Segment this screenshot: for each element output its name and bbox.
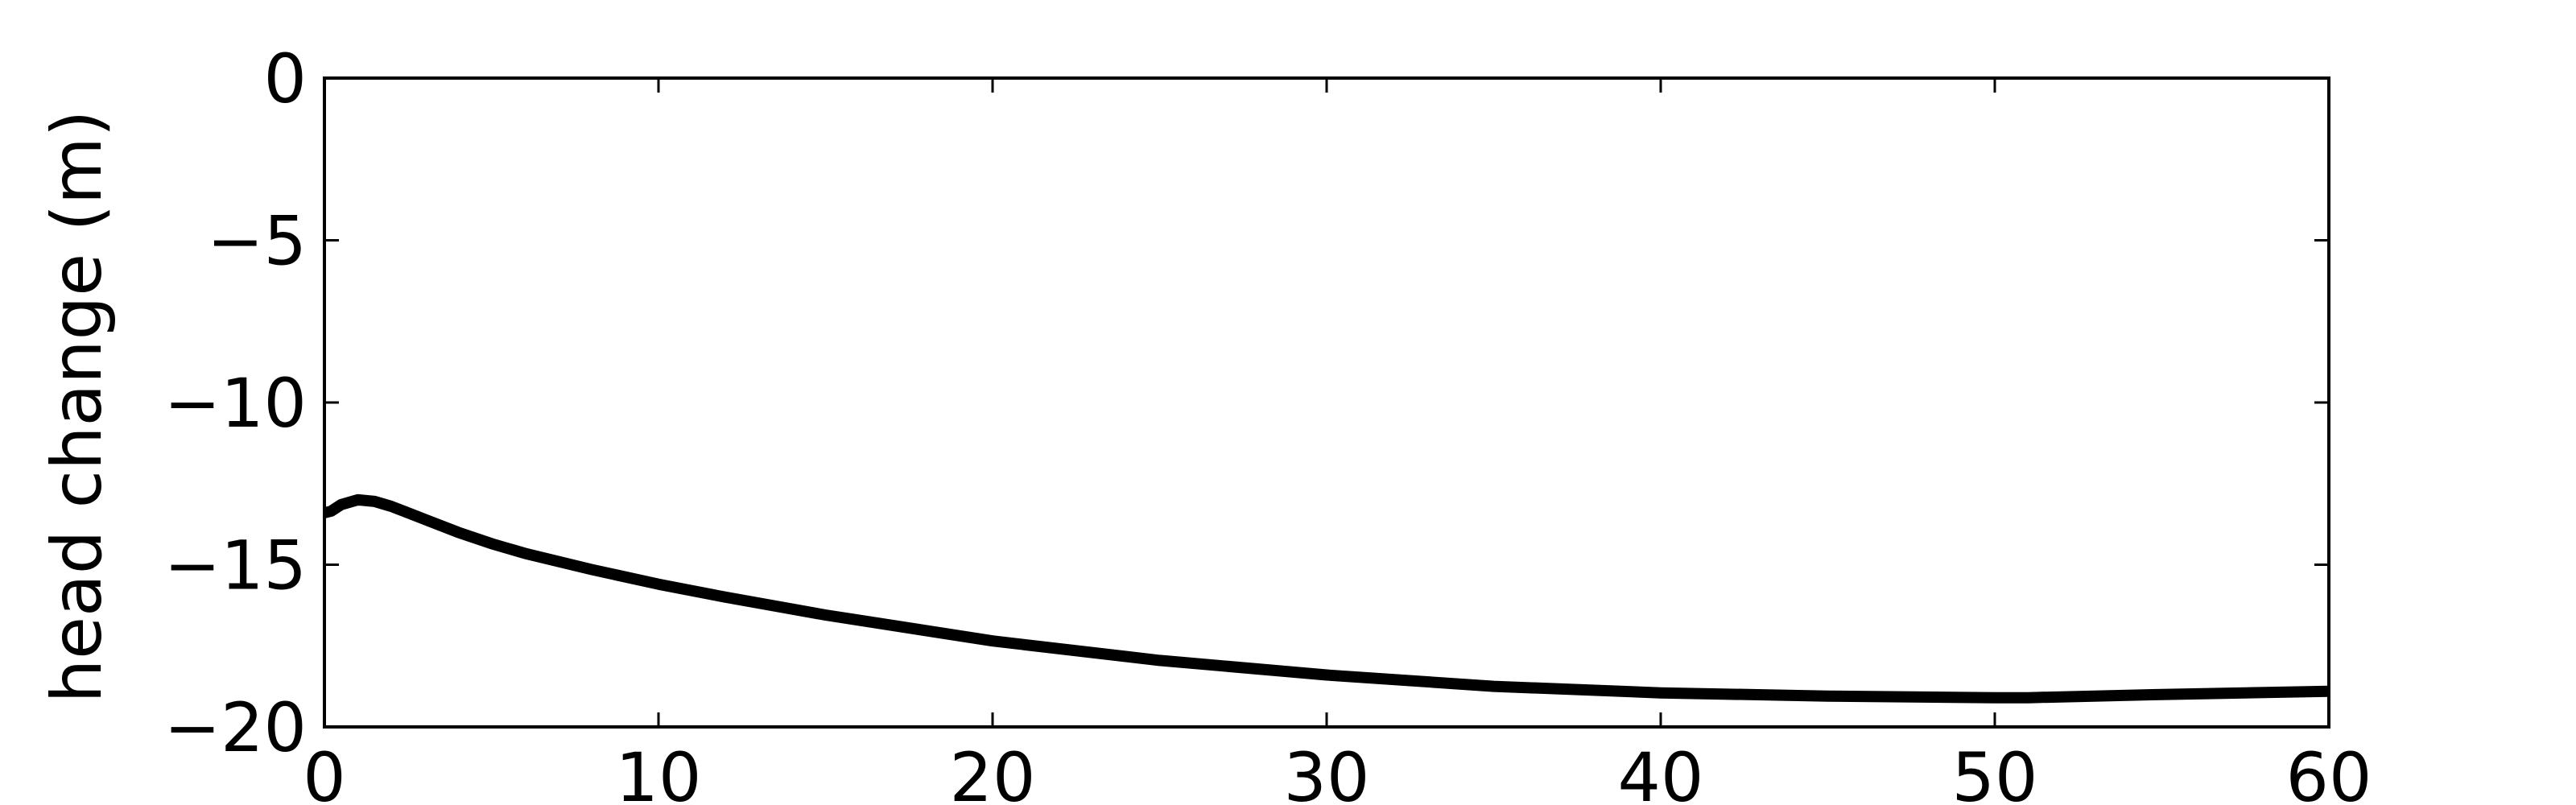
y-tick-label: −10 <box>164 364 307 443</box>
series-layer <box>323 493 2330 704</box>
y-tick-label: −5 <box>207 202 307 281</box>
plot-area <box>323 76 2330 729</box>
x-tick-label: 30 <box>1284 738 1370 805</box>
y-tick-label: −20 <box>164 688 307 767</box>
x-axis-ticks: 0 10 20 30 40 50 60 <box>303 78 2372 805</box>
x-tick-label: 40 <box>1618 738 1704 805</box>
x-tick-label: 50 <box>1952 738 2038 805</box>
x-tick-label: 0 <box>303 738 345 805</box>
y-tick-label: −15 <box>164 526 307 605</box>
plot-frame <box>323 76 2330 729</box>
series-line-0 <box>323 493 2330 704</box>
y-axis-label: head change (m) <box>37 110 118 704</box>
x-tick-label: 10 <box>616 738 702 805</box>
y-tick-label: 0 <box>264 39 307 118</box>
y-axis-ticks: 0 −5 −10 −15 −20 <box>164 39 2329 767</box>
x-tick-label: 20 <box>950 738 1036 805</box>
x-tick-label: 60 <box>2286 738 2372 805</box>
